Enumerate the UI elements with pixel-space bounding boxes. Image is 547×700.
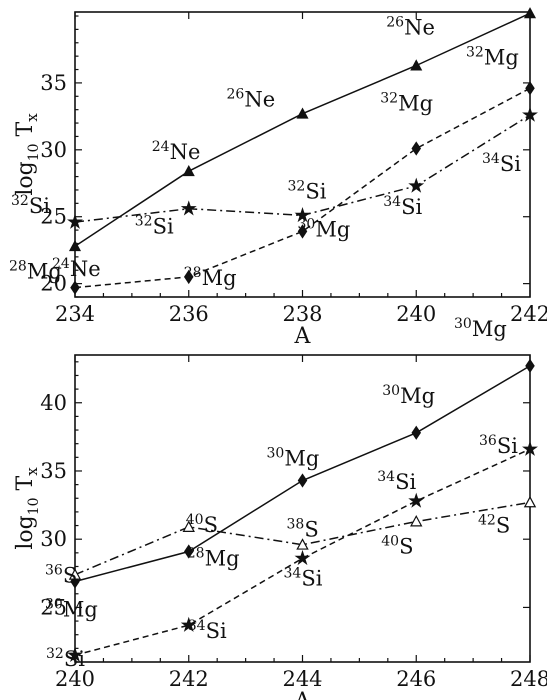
data-label: 32Si — [11, 193, 50, 218]
data-label: 36Si — [479, 433, 518, 458]
data-label: 40S — [186, 512, 218, 537]
series-line — [74, 501, 531, 576]
x-axis-label: A — [294, 324, 312, 349]
x-tick-label: 240 — [396, 302, 436, 326]
data-point — [67, 213, 83, 229]
data-point — [408, 177, 425, 193]
series-3: 32Si 32Si 32Si 34Si 34Si — [11, 106, 538, 239]
x-tick-label: 240 — [55, 667, 95, 691]
x-tick-label: 242 — [169, 667, 209, 691]
data-point — [410, 59, 423, 71]
x-tick-label: 246 — [396, 667, 436, 691]
data-point — [411, 425, 422, 440]
x-tick-label: 238 — [282, 302, 322, 326]
y-tick-label: 20 — [40, 272, 67, 296]
data-point — [411, 141, 422, 156]
data-label: 42S — [478, 512, 510, 537]
data-label: 24Ne — [52, 256, 101, 281]
data-label: 36S — [45, 563, 77, 588]
data-label: 26Ne — [386, 15, 435, 40]
series-2: 32Si 34Si 34Si 34Si 36Si — [46, 433, 538, 671]
data-label: 30Mg — [45, 596, 98, 621]
x-tick-label: 236 — [169, 302, 209, 326]
data-label: 38S — [287, 517, 319, 542]
series-3: 36S 40S 38S 40S 42S — [45, 495, 537, 588]
y-tick-label: 30 — [40, 527, 67, 551]
y-tick-label: 40 — [40, 391, 67, 415]
data-point — [183, 269, 194, 285]
series-line — [74, 114, 531, 223]
y-tick-label: 25 — [40, 595, 67, 619]
data-point — [183, 544, 194, 559]
data-point — [522, 440, 538, 456]
data-label: 30Mg — [267, 446, 320, 471]
data-point — [294, 549, 311, 566]
series-line — [74, 87, 531, 289]
data-point — [522, 106, 538, 122]
x-tick-label: 244 — [282, 667, 322, 691]
y-axis-label: log10 Tx — [13, 467, 42, 550]
x-tick-label: 242 — [510, 302, 547, 326]
x-axis-label: A — [294, 689, 312, 700]
data-point — [525, 358, 535, 374]
data-point — [525, 81, 535, 96]
data-label: 28Mg — [187, 545, 240, 570]
data-point — [296, 107, 309, 119]
x-tick-label: 248 — [510, 667, 547, 691]
data-label: 26Ne — [227, 87, 276, 112]
data-label: 34Si — [284, 565, 323, 590]
data-label: 30Mg — [382, 383, 435, 408]
series-1: 30Mg 28Mg 30Mg 30Mg 30Mg — [45, 316, 535, 621]
data-point — [410, 515, 423, 527]
data-point — [294, 207, 311, 223]
data-label: 30Mg — [298, 216, 351, 241]
data-point — [297, 224, 308, 239]
data-label: 28Mg — [9, 259, 62, 284]
data-point — [67, 646, 83, 662]
data-point — [523, 495, 537, 508]
y-tick-label: 35 — [40, 71, 67, 95]
data-point — [297, 473, 308, 488]
data-label: 34Si — [383, 194, 422, 219]
plot-frame — [74, 11, 531, 298]
data-point — [68, 568, 82, 580]
data-point — [68, 239, 82, 252]
data-point — [180, 200, 197, 216]
data-point — [180, 616, 197, 632]
data-label: 32Mg — [380, 90, 433, 115]
data-label: 32Si — [288, 178, 327, 203]
data-point — [296, 538, 309, 550]
y-tick-label: 35 — [40, 459, 67, 483]
data-label: 32Si — [135, 214, 174, 239]
series-1: 24Ne24Ne26Ne26Ne26Ne — [52, 7, 537, 281]
y-tick-label: 30 — [40, 138, 67, 162]
y-axis-label: log10 Tx — [13, 113, 42, 196]
data-label: 32Si — [46, 646, 85, 671]
data-point — [408, 492, 425, 508]
data-point — [523, 7, 537, 19]
data-point — [182, 164, 195, 177]
data-label: 32Mg — [466, 44, 519, 69]
data-label: 40S — [381, 533, 413, 558]
plot-frame — [74, 354, 531, 663]
data-label: 30Mg — [454, 316, 507, 341]
data-label: 34Si — [377, 469, 416, 494]
data-point — [70, 280, 80, 295]
y-tick-label: 25 — [40, 205, 67, 229]
data-point — [182, 520, 195, 532]
data-label: 34Si — [188, 618, 227, 643]
data-label: 24Ne — [152, 139, 201, 164]
x-tick-label: 234 — [55, 302, 95, 326]
data-label: 28Mg — [184, 265, 237, 290]
series-2: 28Mg 28Mg 30Mg 32Mg 32Mg — [9, 44, 535, 295]
data-label: 34Si — [482, 151, 521, 176]
